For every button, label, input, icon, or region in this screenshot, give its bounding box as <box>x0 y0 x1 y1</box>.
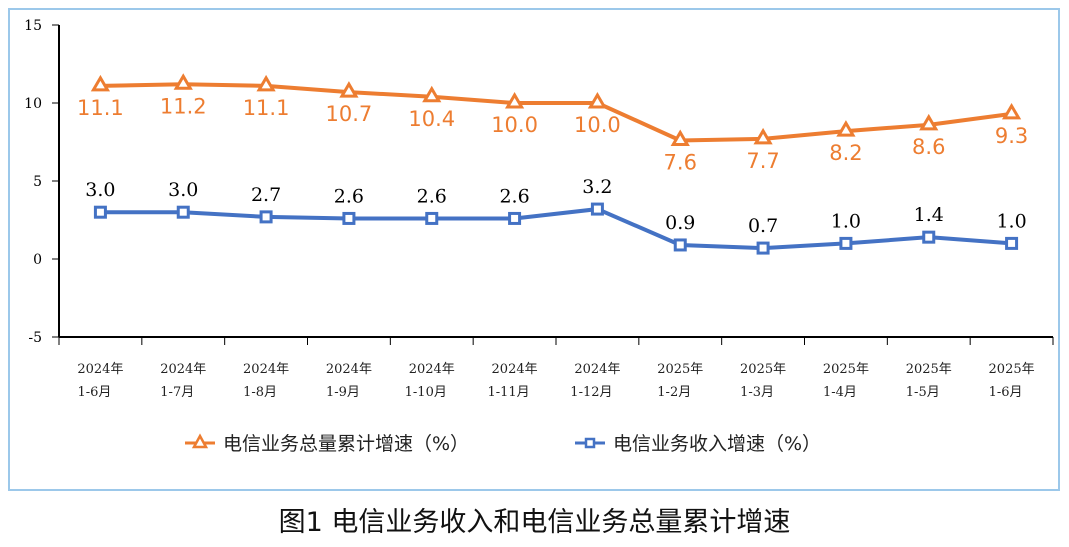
data-label: 10.7 <box>326 102 373 126</box>
x-tick-label: 1-8月 <box>243 385 277 400</box>
x-tick-label: 1-6月 <box>77 385 111 400</box>
x-tick-label: 1-9月 <box>326 385 360 400</box>
chart-frame <box>8 8 1060 491</box>
data-label: 2.7 <box>251 184 281 206</box>
data-label: 1.0 <box>996 210 1026 232</box>
data-label: 10.0 <box>574 113 621 137</box>
x-tick-label: 1-5月 <box>906 385 940 400</box>
data-label: 7.7 <box>746 149 779 173</box>
data-label: 2.6 <box>499 185 529 207</box>
y-tick-label: 10 <box>24 96 42 112</box>
x-tick-label: 1-2月 <box>657 385 691 400</box>
legend-label: 电信业务总量累计增速（%） <box>223 433 469 455</box>
square-marker <box>756 241 770 255</box>
x-tick-label: 2024年 <box>77 362 123 377</box>
line-chart: 15 10 5 0 -5 2024年 1-6月 2024年 1-7月 2024年 1-8月 2024年… <box>24 18 1054 455</box>
y-tick-label: -5 <box>28 330 42 346</box>
x-tick-label: 2024年 <box>574 362 620 377</box>
data-label: 10.0 <box>491 113 538 137</box>
data-label: 2.6 <box>334 185 364 207</box>
data-label: 2.6 <box>417 185 447 207</box>
data-label: 3.0 <box>168 179 198 201</box>
data-label: 10.4 <box>408 107 455 131</box>
data-label: 1.0 <box>831 210 861 232</box>
x-tick-label: 2024年 <box>243 362 289 377</box>
triangle-marker <box>753 127 773 145</box>
x-tick-label: 2025年 <box>823 362 869 377</box>
x-tick-label: 1-10月 <box>405 385 447 400</box>
y-tick-label: 15 <box>24 18 42 34</box>
data-label: 7.6 <box>664 150 697 174</box>
square-marker <box>1005 236 1019 250</box>
data-label: 0.9 <box>665 212 695 234</box>
triangle-marker <box>919 113 939 131</box>
series-line <box>100 82 1012 143</box>
triangle-marker <box>670 129 690 146</box>
data-label: 11.1 <box>243 96 290 120</box>
x-tick-label: 2025年 <box>906 362 952 377</box>
square-marker <box>259 210 273 224</box>
x-tick-label: 2024年 <box>492 362 538 377</box>
triangle-marker <box>1001 102 1022 120</box>
y-tick-label: 0 <box>33 252 42 268</box>
square-marker <box>839 236 853 250</box>
data-label: 8.6 <box>912 135 945 159</box>
x-tick-label: 2024年 <box>160 362 206 377</box>
square-marker <box>425 211 439 225</box>
data-label: 9.3 <box>995 124 1028 148</box>
x-tick-label: 1-3月 <box>740 385 774 400</box>
triangle-marker <box>836 120 856 137</box>
triangle-marker <box>587 92 608 109</box>
square-marker <box>590 202 604 216</box>
data-label: 3.2 <box>582 176 612 198</box>
data-label: 1.4 <box>914 204 944 226</box>
data-label: 11.1 <box>77 96 124 120</box>
x-tick-label: 1-7月 <box>160 385 194 400</box>
triangle-marker <box>90 74 111 92</box>
series-line <box>100 207 1012 251</box>
triangle-marker <box>339 81 359 98</box>
x-tick-label: 2024年 <box>326 362 372 377</box>
legend-label: 电信业务收入增速（%） <box>613 433 821 455</box>
data-label: 3.0 <box>85 179 115 201</box>
square-marker <box>176 205 190 219</box>
triangle-marker <box>422 85 442 103</box>
data-label: 11.2 <box>160 94 207 118</box>
square-marker <box>342 211 356 225</box>
square-marker <box>673 238 687 252</box>
x-tick-label: 1-4月 <box>823 385 857 400</box>
data-label: 8.2 <box>829 141 862 165</box>
chart-title: 图1 电信业务收入和电信业务总量累计增速 <box>278 507 791 538</box>
square-marker <box>922 230 936 244</box>
x-tick-label: 2025年 <box>657 362 703 377</box>
triangle-marker <box>256 74 276 92</box>
y-tick-label: 5 <box>33 174 42 190</box>
triangle-marker <box>504 92 525 109</box>
triangle-marker <box>173 73 193 90</box>
square-marker <box>508 211 522 225</box>
x-tick-label: 1-11月 <box>487 385 529 400</box>
legend-square-icon <box>584 437 596 449</box>
x-tick-label: 1-12月 <box>570 385 612 400</box>
data-label: 0.7 <box>748 215 778 237</box>
x-tick-label: 2025年 <box>740 362 786 377</box>
legend-triangle-icon <box>191 433 209 449</box>
square-marker <box>93 205 107 219</box>
x-tick-label: 1-6月 <box>989 385 1023 400</box>
x-tick-label: 2025年 <box>989 362 1035 377</box>
x-tick-label: 2024年 <box>409 362 455 377</box>
